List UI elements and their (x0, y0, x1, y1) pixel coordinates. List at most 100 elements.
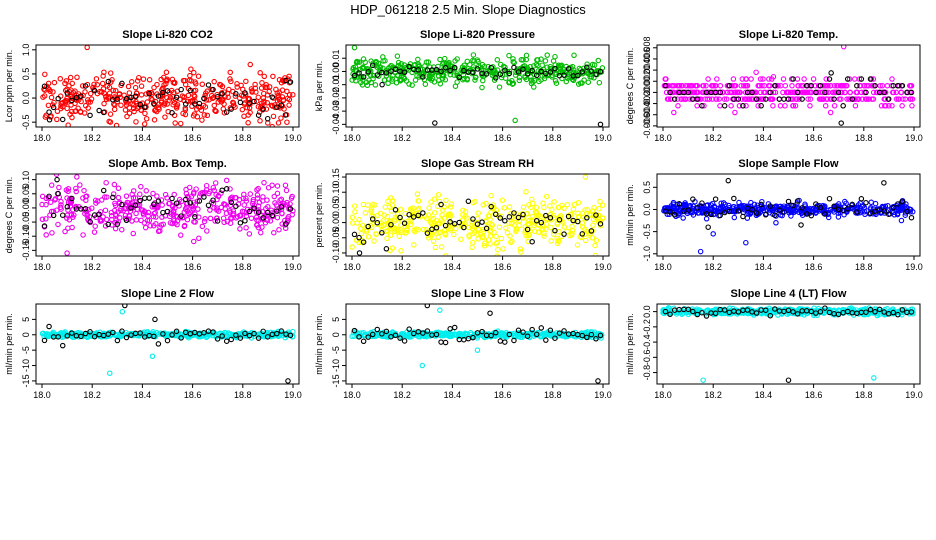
data-point (539, 62, 545, 68)
data-point (146, 77, 153, 83)
data-point-ref (506, 214, 513, 220)
data-point (387, 218, 393, 224)
data-point (349, 333, 355, 340)
y-tick-label: -10 (21, 359, 31, 372)
data-point (805, 96, 811, 102)
data-point (432, 244, 439, 251)
data-point (730, 76, 737, 82)
data-point (221, 219, 227, 226)
data-point (408, 218, 414, 224)
data-point (274, 190, 281, 197)
data-point (835, 214, 842, 220)
y-tick-label: -0.15 (21, 240, 31, 261)
x-tick-label: 18.2 (83, 390, 101, 400)
data-point (571, 52, 577, 59)
data-point-ref (123, 334, 130, 341)
data-point (694, 82, 701, 89)
data-point (103, 179, 109, 186)
data-point (785, 89, 791, 96)
data-point (158, 99, 165, 106)
data-point (353, 59, 360, 66)
data-point (480, 226, 487, 233)
data-point (230, 210, 237, 217)
data-point (274, 214, 281, 221)
data-point (370, 75, 376, 82)
data-point (107, 94, 113, 100)
data-point (111, 102, 118, 108)
x-tick-label: 18.2 (393, 262, 411, 272)
data-point (43, 216, 49, 222)
data-point (55, 221, 61, 228)
data-point (422, 63, 428, 69)
data-point (597, 198, 603, 205)
data-point-ref (173, 94, 180, 100)
data-point (584, 206, 591, 213)
data-point (817, 96, 824, 102)
data-point (480, 228, 487, 235)
data-point-ref (55, 334, 61, 340)
data-point (869, 96, 875, 102)
data-point (215, 193, 222, 200)
data-point-ref (524, 226, 531, 233)
data-point (493, 240, 500, 247)
data-point-ref (667, 89, 673, 96)
data-point (113, 122, 120, 127)
data-point-ref (369, 331, 376, 338)
data-point (676, 309, 683, 316)
data-point (256, 109, 263, 116)
data-point (113, 212, 119, 219)
data-point (103, 96, 110, 103)
data-point-ref (105, 221, 112, 228)
data-point (496, 84, 503, 90)
data-point (227, 196, 234, 203)
data-point (877, 82, 883, 89)
data-point (107, 111, 114, 117)
data-point (475, 236, 481, 242)
data-point (475, 58, 481, 65)
x-tick-label: 18.2 (704, 262, 722, 272)
data-point-ref (46, 193, 52, 200)
data-point (589, 235, 596, 241)
data-point-ref (119, 328, 125, 334)
data-point (239, 106, 246, 113)
data-point-ref (667, 311, 673, 318)
data-point-ref (164, 337, 171, 344)
data-point-ref (438, 201, 444, 208)
data-point-outlier (64, 250, 70, 256)
data-point-ref (533, 217, 540, 224)
data-point (470, 239, 476, 246)
data-point-ref (671, 96, 678, 102)
data-point (902, 96, 909, 102)
y-tick-label: -15 (331, 374, 341, 387)
data-point (207, 207, 213, 213)
data-point (793, 207, 799, 214)
data-point-ref (588, 331, 595, 338)
y-tick-label: 0 (331, 332, 341, 337)
x-tick-label: 18.4 (755, 390, 773, 400)
data-point (47, 199, 54, 205)
data-point-outlier (697, 248, 704, 255)
data-point (777, 103, 784, 109)
data-point (358, 230, 365, 237)
data-point (372, 202, 378, 208)
data-point-ref (196, 198, 203, 204)
y-tick-label: 5 (21, 317, 31, 322)
data-point (131, 108, 137, 115)
data-point (523, 232, 529, 239)
data-point (747, 211, 753, 217)
data-point (435, 192, 442, 198)
data-point (838, 96, 844, 102)
data-point-ref (128, 332, 134, 338)
data-point-ref (717, 212, 723, 219)
data-point-ref (872, 82, 878, 89)
data-point-ref (593, 71, 599, 78)
data-point-ref (552, 65, 558, 72)
data-point (380, 218, 386, 224)
data-point (154, 330, 160, 336)
data-point-ref (397, 214, 403, 221)
data-point (469, 244, 475, 251)
data-point (81, 187, 87, 194)
data-point-ref (69, 97, 75, 104)
data-point (284, 199, 290, 206)
data-point (890, 89, 897, 96)
